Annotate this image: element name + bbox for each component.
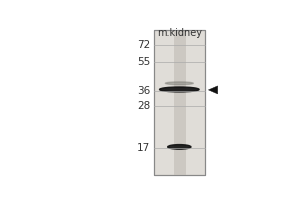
Text: 36: 36 (137, 86, 150, 96)
Bar (154, 30, 205, 175)
Polygon shape (208, 86, 218, 94)
Ellipse shape (160, 87, 199, 92)
Ellipse shape (168, 145, 191, 149)
Text: 72: 72 (137, 40, 150, 50)
Text: 28: 28 (137, 101, 150, 111)
Text: m.kidney: m.kidney (157, 28, 202, 38)
Ellipse shape (165, 82, 193, 85)
Text: 17: 17 (137, 143, 150, 153)
Bar (154, 30, 205, 175)
Text: 55: 55 (137, 57, 150, 67)
Bar (173, 30, 186, 175)
